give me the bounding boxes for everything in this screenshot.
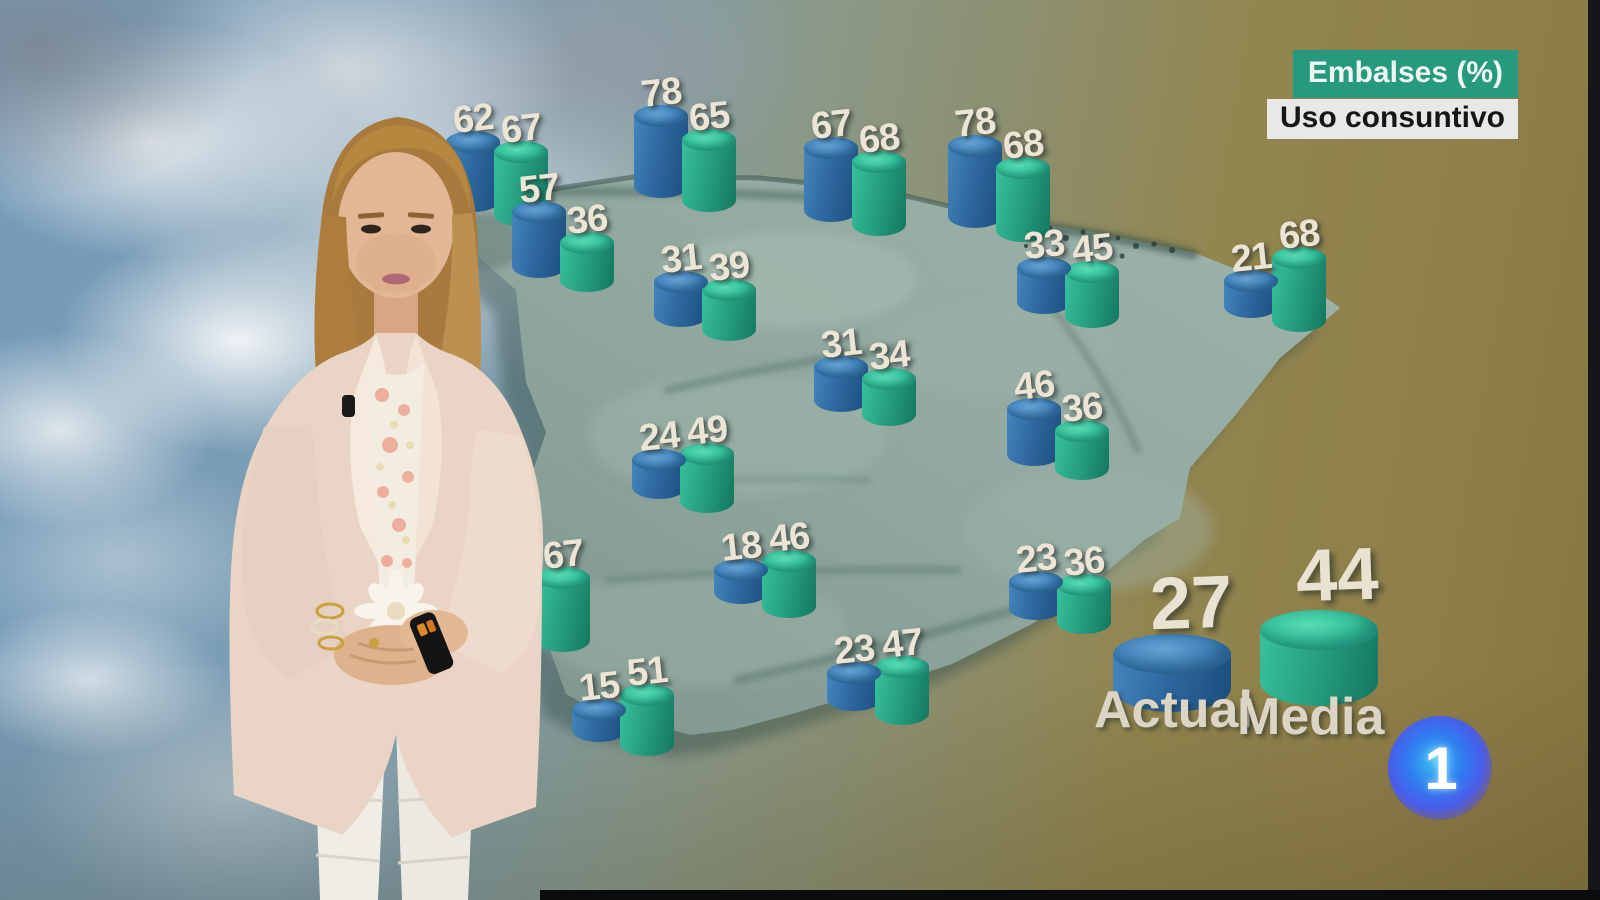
channel-logo-number: 1 [1424,734,1458,802]
frame-bar-right [1588,0,1600,900]
lapel-microphone [342,395,355,417]
presenter [229,117,544,900]
channel-logo: 1 [1388,716,1492,820]
station-actual-value: 78 [952,100,998,146]
frame-bar-bottom [540,890,1600,900]
header-title: Embalses (%) [1292,50,1518,98]
spain-map [438,173,1340,757]
station-actual-value: 67 [808,102,854,148]
header: Embalses (%) Uso consuntivo [1266,50,1518,139]
station-actual-value: 78 [638,70,684,116]
presenter-lips [382,273,410,285]
header-subtitle: Uso consuntivo [1266,99,1518,139]
ring [369,638,379,648]
station-media-value: 65 [686,94,732,140]
